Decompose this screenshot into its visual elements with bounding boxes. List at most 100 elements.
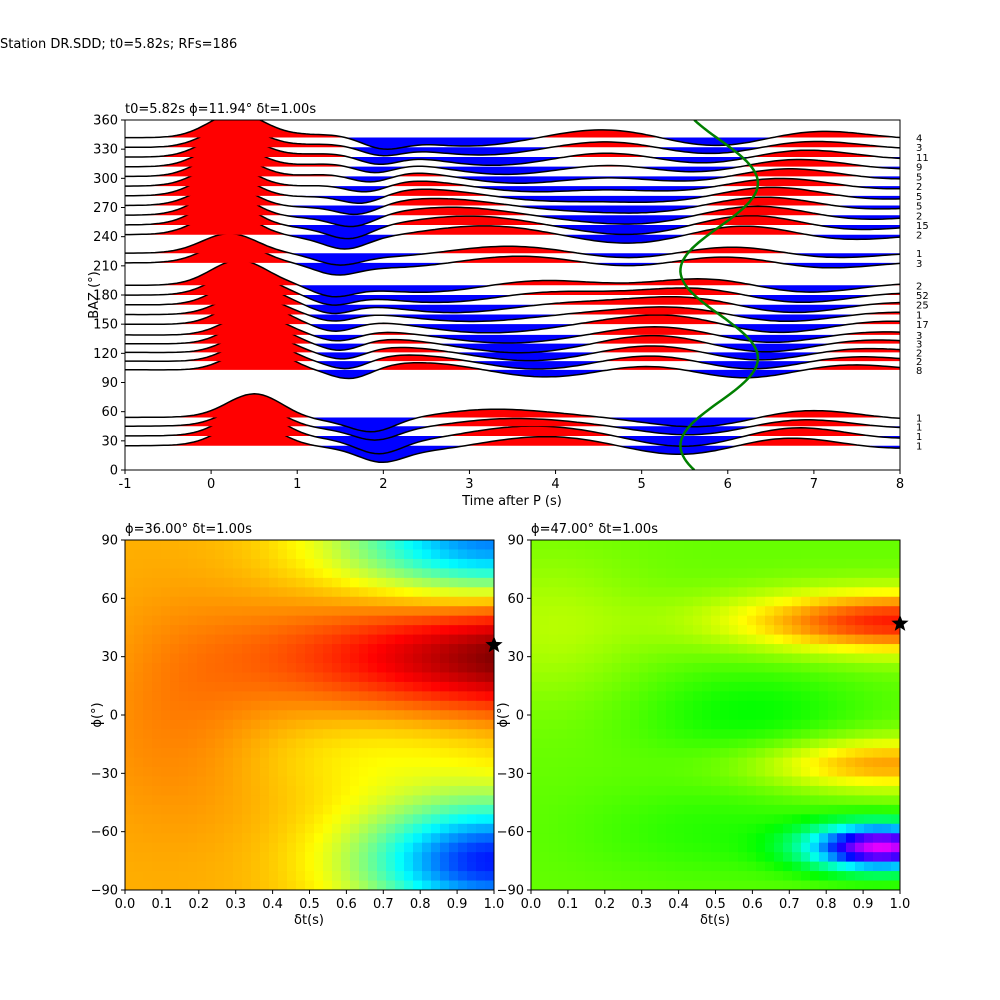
heatmap-cell (386, 738, 396, 749)
heatmap-cell (540, 606, 550, 617)
heatmap-cell (774, 852, 784, 863)
heatmap-cell (540, 738, 550, 749)
heatmap-cell (485, 823, 494, 834)
heatmap-cell (422, 852, 432, 863)
heatmap-cell (134, 615, 144, 626)
heatmap-cell (828, 587, 838, 598)
heatmap-cell (143, 681, 153, 692)
heatmap-cell (404, 681, 414, 692)
heatmap-cell (242, 842, 252, 853)
heatmap-cell (287, 833, 297, 844)
heatmap-cell (891, 681, 900, 692)
heatmap-cell (359, 738, 369, 749)
heatmap-cell (323, 549, 333, 560)
grid-right-heatmap (531, 540, 900, 890)
y-tick-label: 0 (110, 464, 118, 479)
heatmap-cell (783, 662, 793, 674)
heatmap-cell (765, 871, 775, 882)
heatmap-cell (837, 606, 847, 617)
heatmap-cell (774, 662, 784, 674)
heatmap-cell (846, 606, 856, 617)
heatmap-cell (576, 748, 586, 759)
heatmap-cell (179, 852, 189, 863)
heatmap-cell (612, 757, 622, 768)
heatmap-cell (296, 852, 306, 863)
heatmap-cell (549, 549, 559, 560)
heatmap-cell (440, 814, 450, 825)
heatmap-cell (630, 596, 640, 607)
heatmap-cell (125, 615, 135, 626)
trace-count-label: 2 (916, 357, 922, 368)
heatmap-cell (332, 729, 342, 740)
heatmap-cell (711, 568, 721, 579)
heatmap-cell (386, 804, 396, 815)
heatmap-cell (206, 700, 216, 711)
heatmap-cell (693, 757, 703, 768)
heatmap-cell (621, 776, 631, 787)
heatmap-cell (143, 568, 153, 579)
heatmap-cell (287, 852, 297, 863)
heatmap-cell (449, 710, 459, 721)
heatmap-cell (233, 644, 243, 655)
heatmap-cell (206, 662, 216, 674)
heatmap-cell (395, 757, 405, 768)
heatmap-cell (278, 558, 288, 569)
heatmap-cell (846, 540, 856, 551)
heatmap-cell (395, 700, 405, 711)
heatmap-cell (476, 568, 486, 579)
heatmap-cell (305, 672, 315, 683)
heatmap-cell (134, 738, 144, 749)
heatmap-cell (657, 625, 667, 636)
heatmap-cell (765, 615, 775, 626)
heatmap-cell (197, 700, 207, 711)
heatmap-cell (873, 823, 883, 834)
heatmap-cell (576, 549, 586, 560)
heatmap-cell (467, 757, 477, 768)
heatmap-cell (801, 871, 811, 882)
heatmap-cell (657, 757, 667, 768)
heatmap-cell (837, 700, 847, 711)
heatmap-cell (179, 644, 189, 655)
heatmap-cell (251, 776, 261, 787)
heatmap-cell (747, 833, 757, 844)
heatmap-cell (702, 757, 712, 768)
heatmap-cell (341, 748, 351, 759)
heatmap-cell (341, 795, 351, 806)
fast-axis-curve (679, 120, 760, 470)
heatmap-cell (567, 681, 577, 692)
heatmap-cell (206, 738, 216, 749)
heatmap-cell (846, 767, 856, 778)
heatmap-cell (657, 795, 667, 806)
heatmap-cell (855, 596, 865, 607)
heatmap-cell (738, 634, 748, 645)
heatmap-cell (576, 625, 586, 636)
heatmap-cell (305, 767, 315, 778)
heatmap-cell (179, 691, 189, 702)
heatmap-cell (260, 662, 270, 674)
heatmap-cell (819, 814, 829, 825)
heatmap-cell (621, 795, 631, 806)
heatmap-cell (179, 549, 189, 560)
heatmap-cell (440, 644, 450, 655)
heatmap-cell (431, 710, 441, 721)
heatmap-cell (630, 625, 640, 636)
heatmap-cell (233, 852, 243, 863)
heatmap-cell (648, 644, 658, 655)
heatmap-cell (314, 719, 324, 730)
heatmap-cell (729, 871, 739, 882)
heatmap-cell (819, 719, 829, 730)
heatmap-cell (873, 861, 883, 872)
heatmap-cell (341, 852, 351, 863)
heatmap-cell (269, 814, 279, 825)
heatmap-cell (350, 681, 360, 692)
heatmap-cell (431, 577, 441, 588)
heatmap-cell (341, 700, 351, 711)
trace-positive-fill (125, 153, 900, 177)
heatmap-cell (540, 804, 550, 815)
heatmap-cell (567, 606, 577, 617)
heatmap-cell (206, 719, 216, 730)
rf-panel-title: t0=5.82s ϕ=11.94° δt=1.00s (125, 102, 316, 117)
heatmap-cell (440, 861, 450, 872)
heatmap-cell (287, 710, 297, 721)
heatmap-cell (594, 767, 604, 778)
